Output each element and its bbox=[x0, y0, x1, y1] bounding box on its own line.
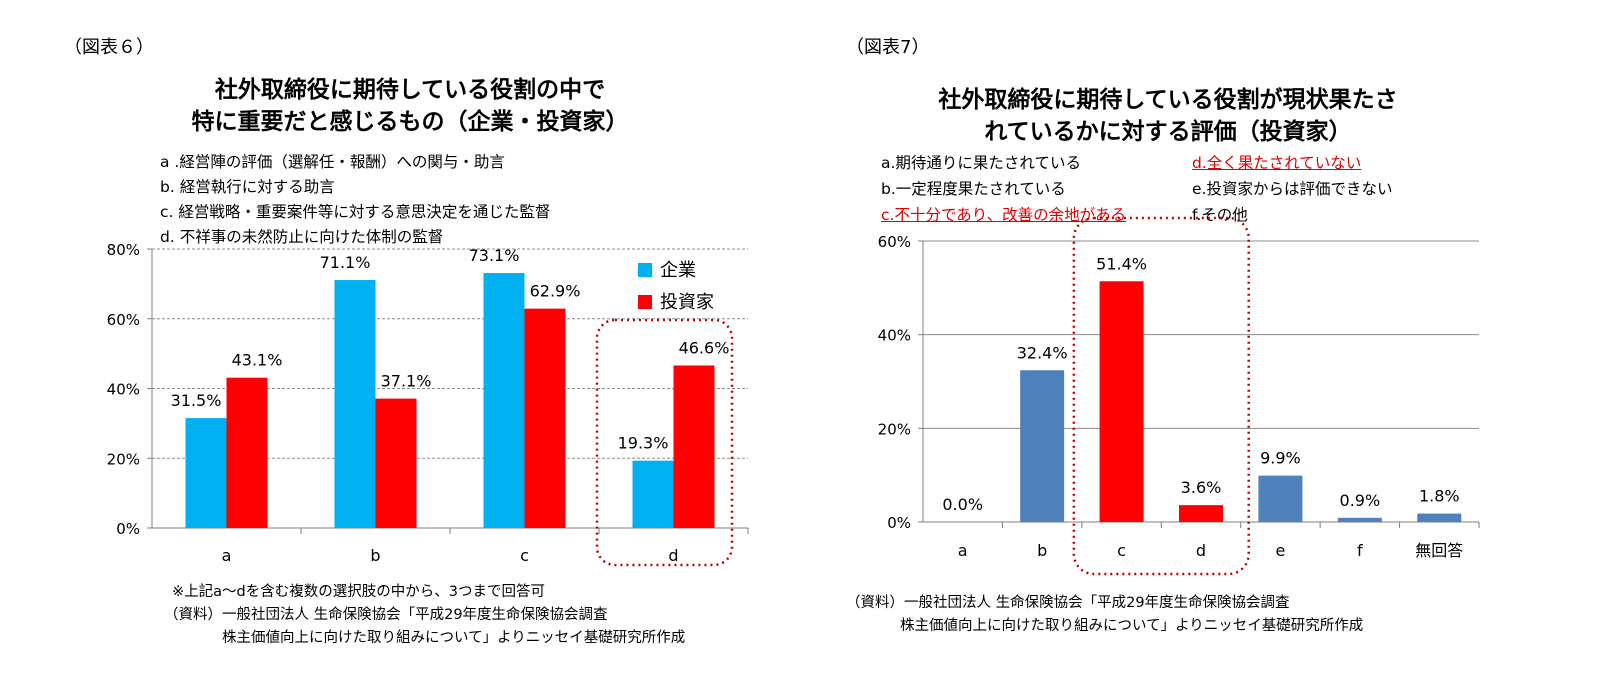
highlight-box bbox=[1072, 216, 1250, 576]
legend-label-company: 企業 bbox=[660, 260, 696, 281]
chart6-option-b: b. 経営執行に対する助言 bbox=[160, 178, 335, 196]
bar-e bbox=[1258, 475, 1303, 522]
chart6-legend-item-investor: 投資家 bbox=[638, 288, 714, 314]
x-tick-label: f bbox=[1357, 541, 1363, 560]
bar-b bbox=[1020, 370, 1065, 522]
data-label: 73.1% bbox=[469, 246, 520, 265]
y-tick-label: 20% bbox=[878, 420, 911, 438]
data-label: 62.9% bbox=[530, 282, 581, 301]
chart7-option-b: b.一定程度果たされている bbox=[881, 180, 1066, 198]
chart7-title: 社外取締役に期待している役割が現状果たさ れているかに対する評価（投資家） bbox=[888, 84, 1448, 148]
bar-f bbox=[1337, 517, 1382, 522]
chart7-panel: （図表7） 社外取締役に期待している役割が現状果たさ れているかに対する評価（投… bbox=[808, 0, 1617, 678]
x-tick-label: e bbox=[1276, 541, 1286, 560]
x-tick-label: a bbox=[958, 541, 968, 560]
y-tick-label: 40% bbox=[878, 327, 911, 345]
bar-company-c bbox=[483, 273, 525, 528]
data-label: 37.1% bbox=[381, 372, 432, 391]
y-tick-label: 0% bbox=[887, 514, 911, 532]
chart6-note: ※上記a～dを含む複数の選択肢の中から、3つまで回答可 bbox=[172, 584, 545, 600]
legend-swatch-investor bbox=[638, 295, 652, 309]
chart6-plot: 0% 20% 40% 60% 80% a 31.5% 43.1% b 71.1% 37.1% c 73.… bbox=[107, 241, 749, 567]
bar-investor-c bbox=[524, 308, 566, 528]
bar-investor-d bbox=[673, 365, 715, 528]
x-tick-label: c bbox=[1117, 541, 1126, 560]
chart6-title: 社外取締役に期待している役割の中で 特に重要だと感じるもの（企業・投資家） bbox=[120, 74, 700, 138]
data-label: 3.6% bbox=[1181, 478, 1222, 497]
x-tick-label: b bbox=[370, 546, 380, 565]
y-tick-label: 60% bbox=[107, 311, 140, 329]
bar-d bbox=[1179, 505, 1223, 522]
chart6-source-line2: 株主価値向上に向けた取り組みについて」よりニッセイ基礎研究所作成 bbox=[222, 630, 686, 646]
highlight-box bbox=[595, 318, 734, 567]
bar-c bbox=[1099, 281, 1144, 522]
data-label: 32.4% bbox=[1017, 343, 1068, 362]
data-label: 1.8% bbox=[1419, 487, 1460, 506]
chart7-figure-label: （図表7） bbox=[846, 37, 930, 58]
x-tick-label: c bbox=[520, 546, 529, 565]
bar-investor-b bbox=[375, 398, 417, 528]
legend-label-investor: 投資家 bbox=[660, 292, 714, 313]
data-label: 51.4% bbox=[1096, 254, 1147, 273]
chart6-title-line2: 特に重要だと感じるもの（企業・投資家） bbox=[191, 109, 629, 135]
chart6-option-c: c. 経営戦略・重要案件等に対する意思決定を通じた監督 bbox=[160, 203, 551, 221]
chart6-panel: （図表６） 社外取締役に期待している役割の中で 特に重要だと感じるもの（企業・投… bbox=[0, 0, 800, 678]
x-tick-label: d bbox=[1196, 541, 1206, 560]
bar-company-a bbox=[185, 418, 227, 528]
chart7-source-line1: （資料）一般社団法人 生命保険協会「平成29年度生命保険協会調査 bbox=[846, 595, 1290, 611]
data-label: 0.0% bbox=[942, 495, 983, 514]
chart6-option-d: d. 不祥事の未然防止に向けた体制の監督 bbox=[160, 228, 444, 246]
x-tick-label: b bbox=[1037, 541, 1047, 560]
y-tick-label: 60% bbox=[878, 233, 911, 251]
chart6-legend-item-company: 企業 bbox=[638, 256, 696, 282]
chart7-plot: 0% 20% 40% 60% a 0.0% b 32.4% c 51.4% d 3.6% e 9.9% f 0… bbox=[878, 216, 1480, 576]
x-tick-label: 無回答 bbox=[1415, 541, 1463, 560]
chart7-title-line2: れているかに対する評価（投資家） bbox=[984, 119, 1352, 145]
bar-investor-a bbox=[226, 377, 268, 528]
data-label: 0.9% bbox=[1340, 491, 1381, 510]
bar-無回答 bbox=[1417, 513, 1462, 522]
chart6-source-line1: （資料）一般社団法人 生命保険協会「平成29年度生命保険協会調査 bbox=[164, 607, 608, 623]
data-label: 71.1% bbox=[320, 253, 371, 272]
data-label: 46.6% bbox=[679, 338, 730, 357]
chart6-figure-label: （図表６） bbox=[64, 37, 154, 58]
data-label: 43.1% bbox=[232, 351, 283, 370]
chart6-title-line1: 社外取締役に期待している役割の中で bbox=[214, 77, 606, 103]
chart7-option-d: d.全く果たされていない bbox=[1192, 154, 1362, 172]
data-label: 19.3% bbox=[618, 434, 669, 453]
chart7-title-line1: 社外取締役に期待している役割が現状果たさ bbox=[938, 87, 1398, 113]
data-label: 9.9% bbox=[1260, 449, 1301, 468]
legend-swatch-company bbox=[638, 263, 652, 277]
x-tick-label: d bbox=[668, 546, 678, 565]
chart7-option-e: e.投資家からは評価できない bbox=[1192, 180, 1393, 198]
y-tick-label: 80% bbox=[107, 241, 140, 259]
chart7-option-f: f.その他 bbox=[1192, 206, 1248, 224]
chart7-option-a: a.期待通りに果たされている bbox=[881, 154, 1081, 172]
chart7-option-c: c.不十分であり、改善の余地がある bbox=[881, 206, 1127, 224]
chart7-source-line2: 株主価値向上に向けた取り組みについて」よりニッセイ基礎研究所作成 bbox=[900, 618, 1364, 634]
y-tick-label: 40% bbox=[107, 381, 140, 399]
data-label: 31.5% bbox=[171, 391, 222, 410]
y-tick-label: 0% bbox=[116, 520, 140, 538]
y-tick-label: 20% bbox=[107, 450, 140, 468]
x-tick-label: a bbox=[222, 546, 232, 565]
chart6-option-a: a .経営陣の評価（選解任・報酬）への関与・助言 bbox=[160, 153, 505, 171]
bar-company-d bbox=[632, 460, 674, 528]
bar-company-b bbox=[334, 280, 376, 528]
